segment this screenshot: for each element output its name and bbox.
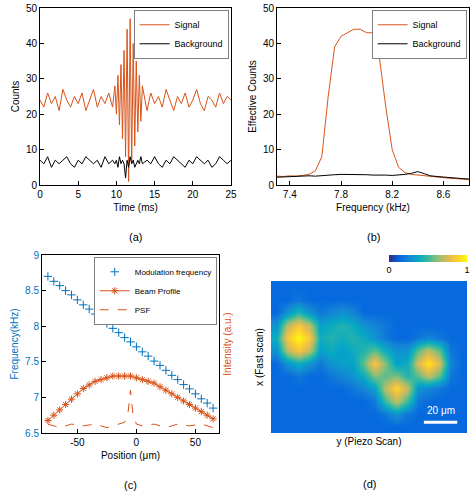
svg-text:Modulation frequency: Modulation frequency bbox=[135, 268, 212, 277]
svg-text:8: 8 bbox=[33, 321, 39, 332]
svg-text:Counts: Counts bbox=[10, 81, 21, 113]
svg-text:9: 9 bbox=[33, 250, 39, 261]
svg-text:y (Piezo Scan): y (Piezo Scan) bbox=[336, 436, 401, 447]
svg-text:50: 50 bbox=[263, 3, 275, 14]
svg-text:PSF: PSF bbox=[135, 306, 151, 315]
svg-text:Background: Background bbox=[175, 39, 223, 49]
svg-text:Signal: Signal bbox=[175, 20, 200, 30]
svg-text:20 μm: 20 μm bbox=[427, 405, 455, 416]
svg-text:Effective Counts: Effective Counts bbox=[247, 60, 258, 133]
svg-text:25: 25 bbox=[225, 189, 237, 200]
svg-text:50: 50 bbox=[190, 437, 202, 448]
svg-text:20: 20 bbox=[263, 109, 275, 120]
svg-text:0: 0 bbox=[386, 265, 391, 275]
svg-text:0: 0 bbox=[268, 180, 274, 191]
svg-text:Frequency(kHz): Frequency(kHz) bbox=[9, 308, 20, 379]
svg-text:0: 0 bbox=[37, 189, 43, 200]
svg-text:20: 20 bbox=[26, 109, 38, 120]
svg-text:x (Fast scan): x (Fast scan) bbox=[254, 328, 265, 386]
svg-text:(a): (a) bbox=[129, 231, 142, 243]
svg-text:Signal: Signal bbox=[413, 20, 438, 30]
svg-text:40: 40 bbox=[263, 38, 275, 49]
svg-text:7.4: 7.4 bbox=[283, 189, 297, 200]
svg-text:7.8: 7.8 bbox=[334, 189, 348, 200]
svg-text:30: 30 bbox=[263, 73, 275, 84]
svg-text:5: 5 bbox=[75, 189, 81, 200]
svg-text:Frequency (kHz): Frequency (kHz) bbox=[336, 202, 410, 213]
svg-text:40: 40 bbox=[26, 38, 38, 49]
svg-text:7.5: 7.5 bbox=[25, 356, 39, 367]
svg-text:(d): (d) bbox=[363, 478, 376, 490]
svg-text:8.6: 8.6 bbox=[436, 189, 450, 200]
svg-text:8.2: 8.2 bbox=[385, 189, 399, 200]
svg-text:6.5: 6.5 bbox=[25, 428, 39, 439]
svg-text:1: 1 bbox=[464, 265, 469, 275]
svg-text:(b): (b) bbox=[367, 231, 380, 243]
svg-text:7: 7 bbox=[33, 392, 39, 403]
svg-text:10: 10 bbox=[111, 189, 123, 200]
svg-text:-50: -50 bbox=[70, 437, 85, 448]
svg-text:Time (ms): Time (ms) bbox=[113, 202, 158, 213]
svg-text:8.5: 8.5 bbox=[25, 285, 39, 296]
svg-text:10: 10 bbox=[26, 144, 38, 155]
svg-text:Intensity (a.u.): Intensity (a.u.) bbox=[222, 312, 233, 375]
svg-text:15: 15 bbox=[149, 189, 161, 200]
svg-text:50: 50 bbox=[26, 3, 38, 14]
svg-text:(c): (c) bbox=[124, 479, 137, 491]
svg-text:30: 30 bbox=[26, 73, 38, 84]
svg-text:Background: Background bbox=[413, 39, 461, 49]
svg-text:Position (μm): Position (μm) bbox=[101, 450, 160, 461]
svg-text:Beam Profile: Beam Profile bbox=[135, 287, 181, 296]
svg-text:10: 10 bbox=[263, 144, 275, 155]
svg-text:0: 0 bbox=[134, 437, 140, 448]
svg-text:20: 20 bbox=[187, 189, 199, 200]
svg-text:0: 0 bbox=[31, 180, 37, 191]
